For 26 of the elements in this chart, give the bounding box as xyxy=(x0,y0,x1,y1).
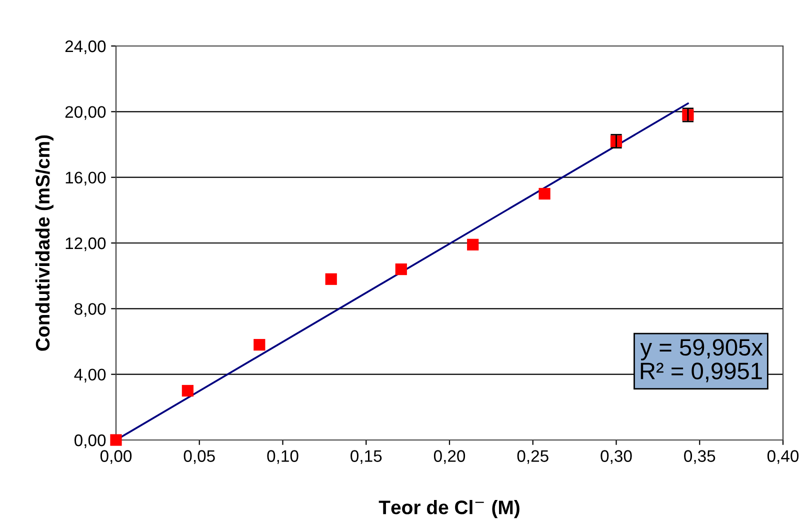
point xyxy=(254,338,266,351)
x-tick-label: 0,35 xyxy=(684,450,716,464)
y-tick-label: 8,00 xyxy=(74,303,106,317)
y-axis-title: Condutividade (mS/cm) xyxy=(35,135,54,351)
x-tick-label: 0,15 xyxy=(350,450,382,464)
y-tick-label: 24,00 xyxy=(65,40,106,54)
y-tick-label: 16,00 xyxy=(66,172,106,186)
point xyxy=(467,238,479,250)
point xyxy=(110,434,122,446)
x-tick-label: 0,40 xyxy=(767,450,799,464)
x-tick-label: 0,05 xyxy=(184,450,215,464)
point xyxy=(325,273,337,285)
y-tick-label: 20,00 xyxy=(65,106,106,120)
y-tick-label: 0,00 xyxy=(74,434,106,448)
x-tick-label: 0,00 xyxy=(100,450,132,464)
point xyxy=(182,384,194,397)
y-tick-label: 4,00 xyxy=(74,368,106,383)
x-tick-label: 0,25 xyxy=(517,450,548,464)
annotation: y = 59,905x R² = 0,9951 xyxy=(640,338,763,382)
point xyxy=(395,263,407,276)
x-tick-label: 0,20 xyxy=(434,450,466,464)
x-tick-label: 0,10 xyxy=(267,450,298,464)
x-tick-label: 0,30 xyxy=(600,450,632,464)
point xyxy=(538,188,550,200)
x-axis-title: Teor de Cl$^{−}$ (M) xyxy=(378,500,520,518)
y-tick-label: 12,00 xyxy=(66,237,106,252)
